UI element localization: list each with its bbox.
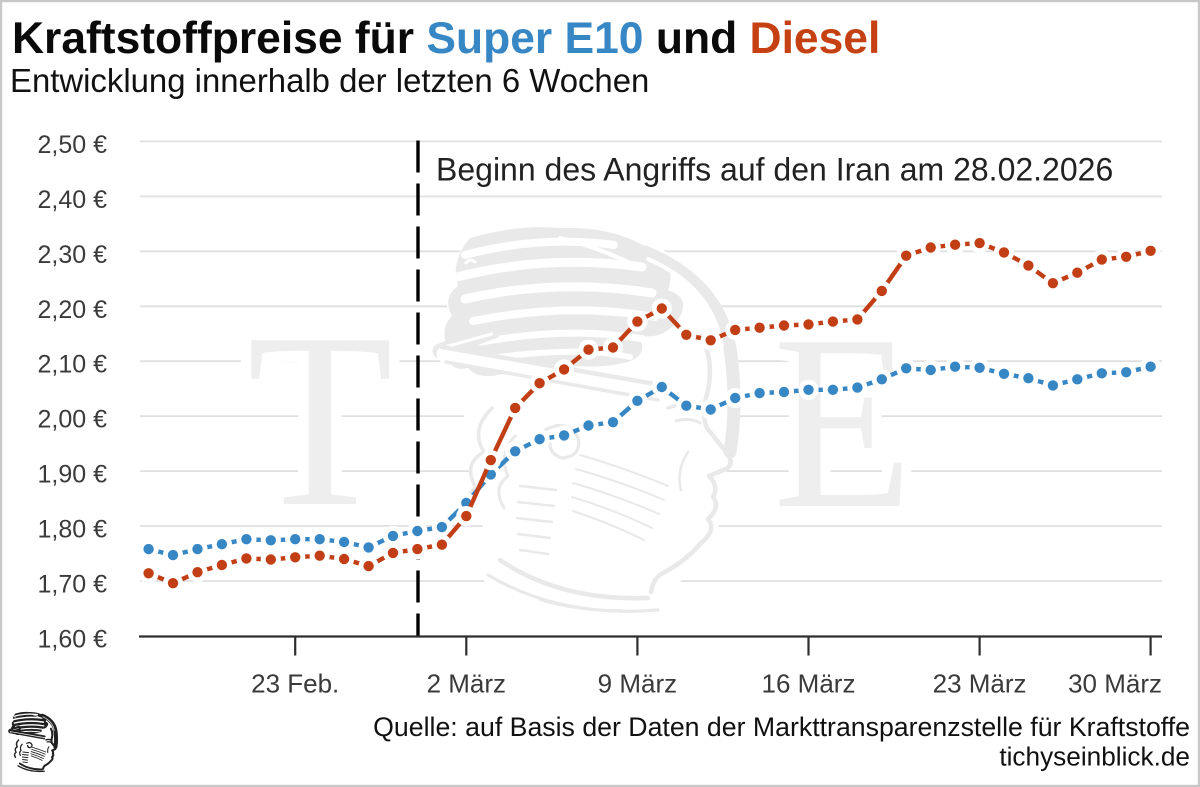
svg-text:1,80 €: 1,80 €	[37, 516, 107, 544]
svg-text:Kraftstoffpreise für Super E10: Kraftstoffpreise für Super E10 und Diese…	[12, 14, 880, 63]
svg-text:23 Feb.: 23 Feb.	[251, 669, 339, 699]
svg-text:1,60 €: 1,60 €	[37, 625, 107, 653]
svg-text:9 März: 9 März	[598, 669, 677, 699]
svg-text:30 März: 30 März	[1068, 669, 1162, 699]
svg-text:2,10 €: 2,10 €	[37, 351, 107, 379]
svg-text:2,40 €: 2,40 €	[37, 186, 107, 214]
svg-text:2,50 €: 2,50 €	[37, 131, 107, 159]
svg-text:Beginn des Angriffs auf den Ir: Beginn des Angriffs auf den Iran am 28.0…	[436, 151, 1113, 187]
svg-text:2,00 €: 2,00 €	[37, 406, 107, 434]
svg-text:1,90 €: 1,90 €	[37, 461, 107, 489]
svg-text:2,20 €: 2,20 €	[37, 296, 107, 324]
svg-text:tichyseinblick.de: tichyseinblick.de	[999, 742, 1190, 772]
svg-text:Entwicklung innerhalb der letz: Entwicklung innerhalb der letzten 6 Woch…	[10, 62, 649, 99]
svg-text:T: T	[247, 281, 393, 558]
svg-text:23 März: 23 März	[933, 669, 1027, 699]
svg-text:Quelle: auf Basis der Daten de: Quelle: auf Basis der Daten der Markttra…	[373, 712, 1190, 742]
svg-text:16 März: 16 März	[762, 669, 856, 699]
svg-text:1,70 €: 1,70 €	[37, 571, 107, 599]
svg-text:2,30 €: 2,30 €	[37, 241, 107, 269]
svg-text:2 März: 2 März	[427, 669, 506, 699]
